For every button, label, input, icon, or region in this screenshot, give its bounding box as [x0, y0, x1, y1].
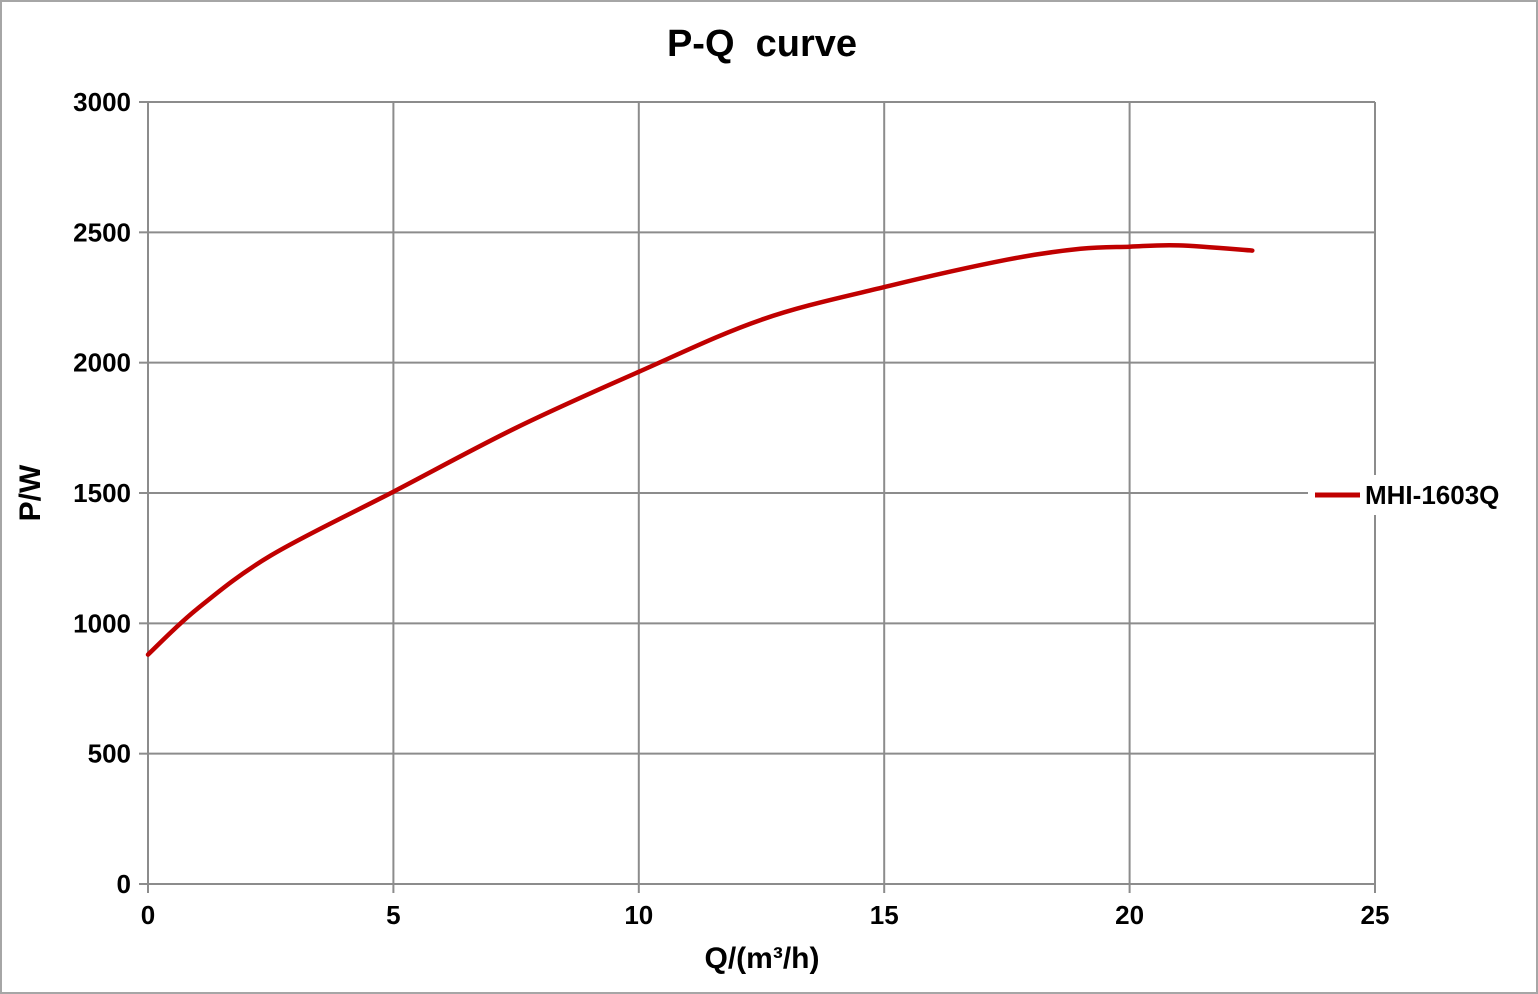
y-tick-label-1000: 1000: [73, 608, 131, 638]
y-tick-label-0: 0: [117, 869, 131, 899]
y-tick-label-1500: 1500: [73, 478, 131, 508]
x-tick-label-10: 10: [624, 900, 653, 930]
tick-labels: 0 5 10 15 20 25 0 500 1000 1500 2000 2500 3000: [73, 87, 1389, 930]
series-line-mhi-1603q: [145, 242, 1255, 657]
y-tick-label-500: 500: [88, 739, 131, 769]
y-tick-label-2500: 2500: [73, 217, 131, 247]
legend-label: MHI-1603Q: [1365, 480, 1499, 510]
x-tick-label-25: 25: [1361, 900, 1390, 930]
y-tick-label-2000: 2000: [73, 348, 131, 378]
y-tick-label-3000: 3000: [73, 87, 131, 117]
tick-marks: [139, 101, 1376, 893]
y-axis-title: P/W: [14, 464, 47, 521]
x-tick-label-5: 5: [386, 900, 400, 930]
x-tick-label-0: 0: [141, 900, 155, 930]
x-tick-label-15: 15: [870, 900, 899, 930]
legend: MHI-1603Q: [1308, 475, 1536, 515]
gridlines: [147, 101, 1376, 885]
chart-title: P-Q curve: [667, 23, 857, 65]
x-axis-title: Q/(m³/h): [705, 942, 820, 975]
x-tick-label-20: 20: [1115, 900, 1144, 930]
